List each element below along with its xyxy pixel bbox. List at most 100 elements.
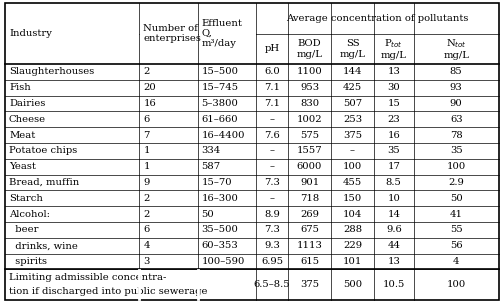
Text: 6000: 6000 — [297, 162, 322, 171]
Text: 93: 93 — [450, 83, 463, 92]
Text: Starch: Starch — [9, 194, 43, 203]
Text: 1002: 1002 — [297, 115, 323, 124]
Text: 15–500: 15–500 — [202, 68, 238, 76]
Text: 17: 17 — [387, 162, 400, 171]
Text: 269: 269 — [300, 210, 319, 219]
Text: 2: 2 — [143, 210, 150, 219]
Text: 100: 100 — [447, 280, 466, 289]
Text: 953: 953 — [300, 83, 319, 92]
Text: 85: 85 — [450, 68, 463, 76]
Text: 101: 101 — [343, 257, 362, 266]
Text: 10: 10 — [387, 194, 400, 203]
Text: 10.5: 10.5 — [383, 280, 405, 289]
Text: 100: 100 — [343, 162, 362, 171]
Text: Potatoe chips: Potatoe chips — [9, 146, 77, 155]
Text: 20: 20 — [143, 83, 156, 92]
Text: 253: 253 — [343, 115, 362, 124]
Text: 6.5–8.5: 6.5–8.5 — [254, 280, 290, 289]
Text: 13: 13 — [387, 257, 400, 266]
Text: 13: 13 — [387, 68, 400, 76]
Text: 23: 23 — [388, 115, 400, 124]
Text: 830: 830 — [300, 99, 319, 108]
Text: SS
mg/L: SS mg/L — [340, 39, 365, 58]
Text: 61–660: 61–660 — [202, 115, 238, 124]
Text: 7.1: 7.1 — [264, 99, 280, 108]
Text: 575: 575 — [300, 131, 319, 140]
Text: 30: 30 — [388, 83, 400, 92]
Text: Cheese: Cheese — [9, 115, 46, 124]
Text: –: – — [350, 146, 355, 155]
Text: 5–3800: 5–3800 — [202, 99, 238, 108]
Text: –: – — [270, 162, 275, 171]
Text: Alcohol:: Alcohol: — [9, 210, 50, 219]
Text: 6.95: 6.95 — [261, 257, 283, 266]
Text: Meat: Meat — [9, 131, 35, 140]
Text: N$_{tot}$
mg/L: N$_{tot}$ mg/L — [444, 37, 469, 60]
Text: Effluent
Q,
m³/day: Effluent Q, m³/day — [202, 19, 242, 48]
Text: 14: 14 — [387, 210, 400, 219]
Text: 2: 2 — [143, 68, 150, 76]
Text: 56: 56 — [450, 241, 463, 250]
Text: 44: 44 — [387, 241, 400, 250]
Text: 35: 35 — [450, 146, 463, 155]
Text: Yeast: Yeast — [9, 162, 36, 171]
Text: 16: 16 — [143, 99, 156, 108]
Text: –: – — [270, 115, 275, 124]
Text: 901: 901 — [300, 178, 319, 187]
Text: 63: 63 — [450, 115, 463, 124]
Text: 675: 675 — [300, 225, 319, 235]
Text: Fish: Fish — [9, 83, 31, 92]
Text: 425: 425 — [343, 83, 362, 92]
Text: 288: 288 — [343, 225, 362, 235]
Text: 50: 50 — [450, 194, 463, 203]
Text: 500: 500 — [343, 280, 362, 289]
Text: 16–300: 16–300 — [202, 194, 238, 203]
Text: Slaughterhouses: Slaughterhouses — [9, 68, 94, 76]
Text: drinks, wine: drinks, wine — [9, 241, 78, 250]
Text: 144: 144 — [343, 68, 362, 76]
Text: 35: 35 — [388, 146, 400, 155]
Text: tion if discharged into public sewerage: tion if discharged into public sewerage — [9, 287, 208, 296]
Text: P$_{tot}$
mg/L: P$_{tot}$ mg/L — [381, 37, 407, 60]
Text: 15–70: 15–70 — [202, 178, 232, 187]
Text: 104: 104 — [343, 210, 362, 219]
Text: 60–353: 60–353 — [202, 241, 238, 250]
Text: 6: 6 — [143, 115, 150, 124]
Text: 507: 507 — [343, 99, 362, 108]
Text: 1: 1 — [143, 162, 150, 171]
Text: 718: 718 — [300, 194, 319, 203]
Text: 150: 150 — [343, 194, 362, 203]
Text: pH: pH — [265, 44, 280, 53]
Text: Industry: Industry — [9, 29, 52, 38]
Text: 7.3: 7.3 — [264, 178, 280, 187]
Text: 334: 334 — [202, 146, 221, 155]
Text: 16–4400: 16–4400 — [202, 131, 245, 140]
Text: 9: 9 — [143, 178, 150, 187]
Text: 3: 3 — [143, 257, 150, 266]
Text: 1113: 1113 — [297, 241, 323, 250]
Text: 6.0: 6.0 — [264, 68, 280, 76]
Text: 375: 375 — [343, 131, 362, 140]
Text: 7: 7 — [143, 131, 150, 140]
Text: 587: 587 — [202, 162, 221, 171]
Text: 55: 55 — [450, 225, 463, 235]
Text: 35–500: 35–500 — [202, 225, 238, 235]
Text: 16: 16 — [388, 131, 400, 140]
Text: 41: 41 — [450, 210, 463, 219]
Text: 100–590: 100–590 — [202, 257, 245, 266]
Text: beer: beer — [9, 225, 38, 235]
Text: 2.9: 2.9 — [448, 178, 464, 187]
Text: 9.3: 9.3 — [264, 241, 280, 250]
Text: Bread, muffin: Bread, muffin — [9, 178, 79, 187]
Text: 9.6: 9.6 — [386, 225, 402, 235]
Text: 90: 90 — [450, 99, 463, 108]
Text: 1: 1 — [143, 146, 150, 155]
Text: 2: 2 — [143, 194, 150, 203]
Text: 229: 229 — [343, 241, 362, 250]
Text: BOD
mg/L: BOD mg/L — [297, 39, 323, 58]
Text: 50: 50 — [202, 210, 214, 219]
Text: –: – — [270, 194, 275, 203]
Text: 15–745: 15–745 — [202, 83, 239, 92]
Text: 100: 100 — [447, 162, 466, 171]
Text: 7.1: 7.1 — [264, 83, 280, 92]
